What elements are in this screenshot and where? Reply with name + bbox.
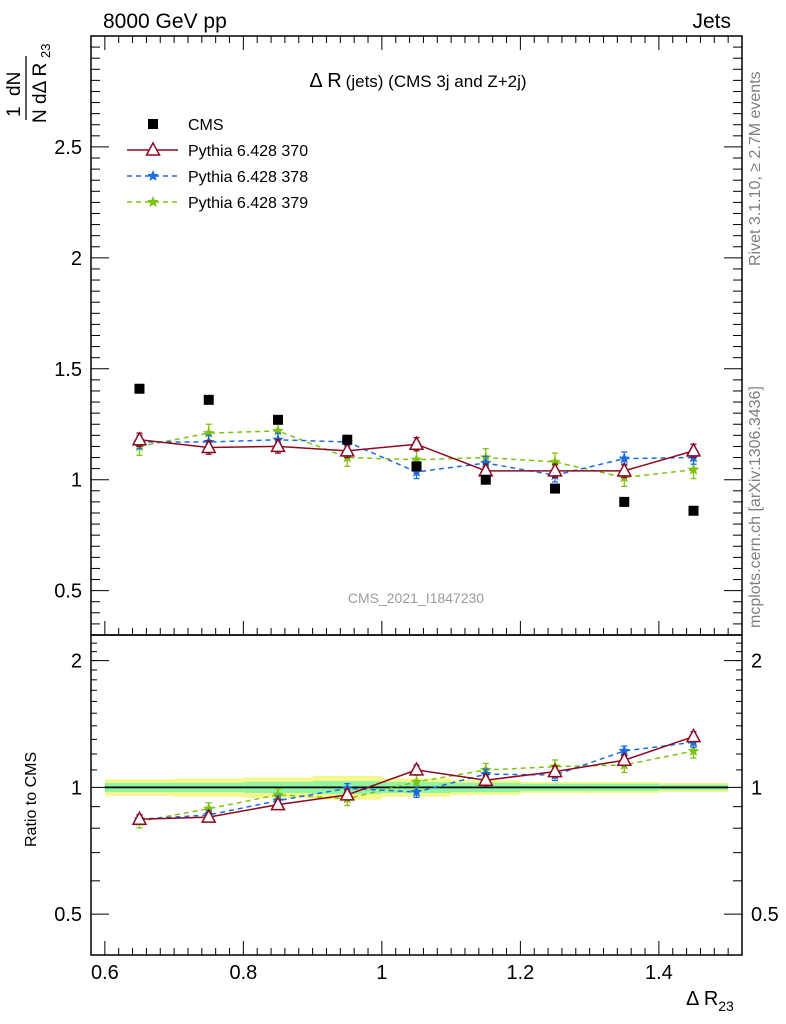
legend: CMS Pythia 6.428 370 Pythia 6.428 378 Pythi… — [127, 117, 308, 212]
ratio-y-axis-label: Ratio to CMS — [23, 752, 40, 847]
chart-title: Δ R (jets) (CMS 3j and Z+2j) — [309, 70, 526, 92]
y-label-denominator: N dΔ R — [30, 63, 51, 123]
ratio-plot-frame — [90, 634, 743, 956]
x-tick-label: 1.2 — [506, 962, 534, 984]
pythia-6-428-379-ratio-point — [687, 745, 700, 756]
cms-point — [550, 483, 561, 494]
legend-marker-pythia-6-428-379 — [147, 196, 159, 207]
y-label-subscript: 23 — [38, 44, 53, 58]
cms-point — [342, 434, 353, 445]
pythia-6-428-378-point — [618, 452, 630, 464]
pythia-6-428-379-point — [687, 463, 700, 475]
pythia-6-428-370-ratio-point — [270, 796, 286, 811]
ratio-tick-label: 2 — [751, 651, 762, 673]
cms-point — [480, 474, 491, 485]
legend-label-pythia-6-428-379: Pythia 6.428 379 — [188, 195, 308, 212]
y-label-dn: dN — [4, 72, 25, 96]
y-tick-label: 1 — [71, 470, 82, 492]
pythia-6-428-370-point — [131, 431, 148, 446]
x-axis-label: Δ R23 — [686, 988, 734, 1014]
legend-marker-cms — [148, 119, 158, 129]
y-tick-label: 2.5 — [54, 137, 82, 159]
pythia-6-428-370-point — [685, 442, 702, 457]
pythia-6-428-370-point — [200, 438, 217, 454]
rivet-label: Rivet 3.1.10, ≥ 2.7M events — [747, 71, 764, 266]
mcplots-label: mcplots.cern.ch [arXiv:1306.3436] — [747, 386, 764, 628]
pythia-6-428-379-ratio-point — [272, 788, 284, 800]
pythia-6-428-379-ratio-point — [410, 775, 423, 787]
pythia-6-428-370-ratio-point — [339, 786, 356, 801]
x-tick-label: 0.6 — [91, 962, 119, 984]
pythia-6-428-370-ratio-point — [131, 810, 148, 826]
chart-title-text: (jets) (CMS 3j and Z+2j) — [346, 72, 527, 91]
ratio-tick-label: 2 — [71, 651, 82, 673]
y-tick-label: 1.5 — [54, 359, 82, 381]
pythia-6-428-370-ratio-point — [408, 761, 425, 776]
legend-label-pythia-6-428-370: Pythia 6.428 370 — [188, 143, 308, 160]
cms-point — [272, 414, 283, 425]
x-axis-label-sub: 23 — [718, 998, 734, 1014]
pythia-6-428-370-ratio-point — [477, 771, 494, 786]
legend-label-pythia-6-428-378: Pythia 6.428 378 — [188, 169, 308, 186]
pythia-6-428-370-point — [616, 462, 633, 477]
pythia-6-428-378-ratio-point — [410, 786, 423, 797]
pythia-6-428-370-point — [408, 435, 425, 450]
pythia-6-428-370-ratio-point — [200, 808, 217, 823]
cms-point — [619, 496, 630, 507]
cms-point — [134, 383, 145, 394]
x-tick-label: 0.8 — [229, 962, 257, 984]
pythia-6-428-370-point — [339, 442, 356, 457]
ratio-tick-label: 1 — [751, 777, 762, 799]
pythia-6-428-378-ratio-point — [618, 745, 630, 756]
main-plot-panel: 0.511.522.5 Δ R (jets) (CMS 3j and Z+2j) … — [54, 35, 743, 636]
cms-point — [203, 394, 214, 405]
ratio-tick-label: 0.5 — [54, 904, 82, 926]
x-tick-label: 1.4 — [645, 962, 673, 984]
header-collision: 8000 GeV pp — [103, 10, 227, 33]
pythia-6-428-370-point — [270, 437, 286, 453]
legend-marker-pythia-6-428-378 — [147, 170, 159, 181]
pythia-6-428-370-ratio-point — [547, 763, 563, 778]
header-process: Jets — [692, 10, 731, 33]
cms-point — [411, 461, 422, 472]
x-tick-label: 1 — [376, 962, 387, 984]
y-label-numerator: 1 — [4, 106, 25, 117]
analysis-tag: CMS_2021_I1847230 — [348, 590, 484, 606]
pythia-6-428-370-ratio-point — [616, 751, 633, 766]
y-tick-label: 2 — [71, 248, 82, 270]
pythia-6-428-370-ratio-point — [685, 728, 702, 743]
legend-marker-pythia-6-428-370 — [145, 141, 161, 156]
ratio-tick-label: 0.5 — [751, 904, 779, 926]
main-y-axis-label: 1 dN N dΔ R 23 — [4, 44, 53, 123]
legend-label-cms: CMS — [188, 117, 224, 134]
pythia-6-428-370-point — [547, 462, 563, 477]
cms-point — [688, 505, 699, 516]
ratio-tick-label: 1 — [71, 777, 82, 799]
ratio-plot-panel: 0.5 0.5 1 1 2 2 — [54, 634, 779, 956]
y-tick-label: 0.5 — [54, 581, 82, 603]
x-axis-label-main: Δ R — [686, 988, 718, 1010]
